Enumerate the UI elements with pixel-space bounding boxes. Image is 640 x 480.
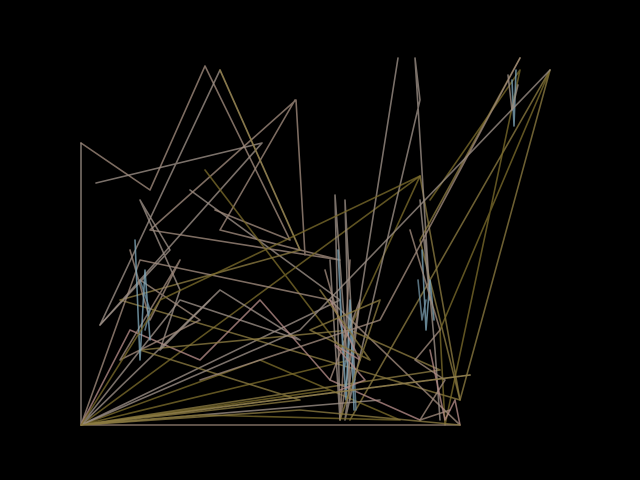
stroke-path [199, 57, 521, 381]
stroke-path [419, 199, 441, 421]
stroke-path [80, 175, 421, 426]
stroke-path [80, 374, 471, 426]
stroke-path [409, 229, 451, 421]
stroke-path [149, 99, 341, 261]
stroke-path [119, 69, 461, 401]
stroke-path [329, 194, 356, 421]
stroke-path [309, 289, 381, 421]
stroke-path [329, 299, 366, 391]
stroke-path [139, 279, 151, 331]
stroke-path [80, 329, 441, 426]
stroke-path [429, 349, 461, 426]
stroke-path [80, 69, 551, 426]
stroke-path [349, 57, 551, 421]
stroke-path [344, 57, 431, 421]
stroke-path [421, 249, 435, 331]
stroke-path [417, 279, 427, 321]
stroke-path [80, 142, 341, 426]
stroke-path [80, 65, 291, 241]
stroke-path [511, 69, 517, 127]
stroke-path [339, 299, 357, 411]
stroke-path [99, 199, 211, 351]
